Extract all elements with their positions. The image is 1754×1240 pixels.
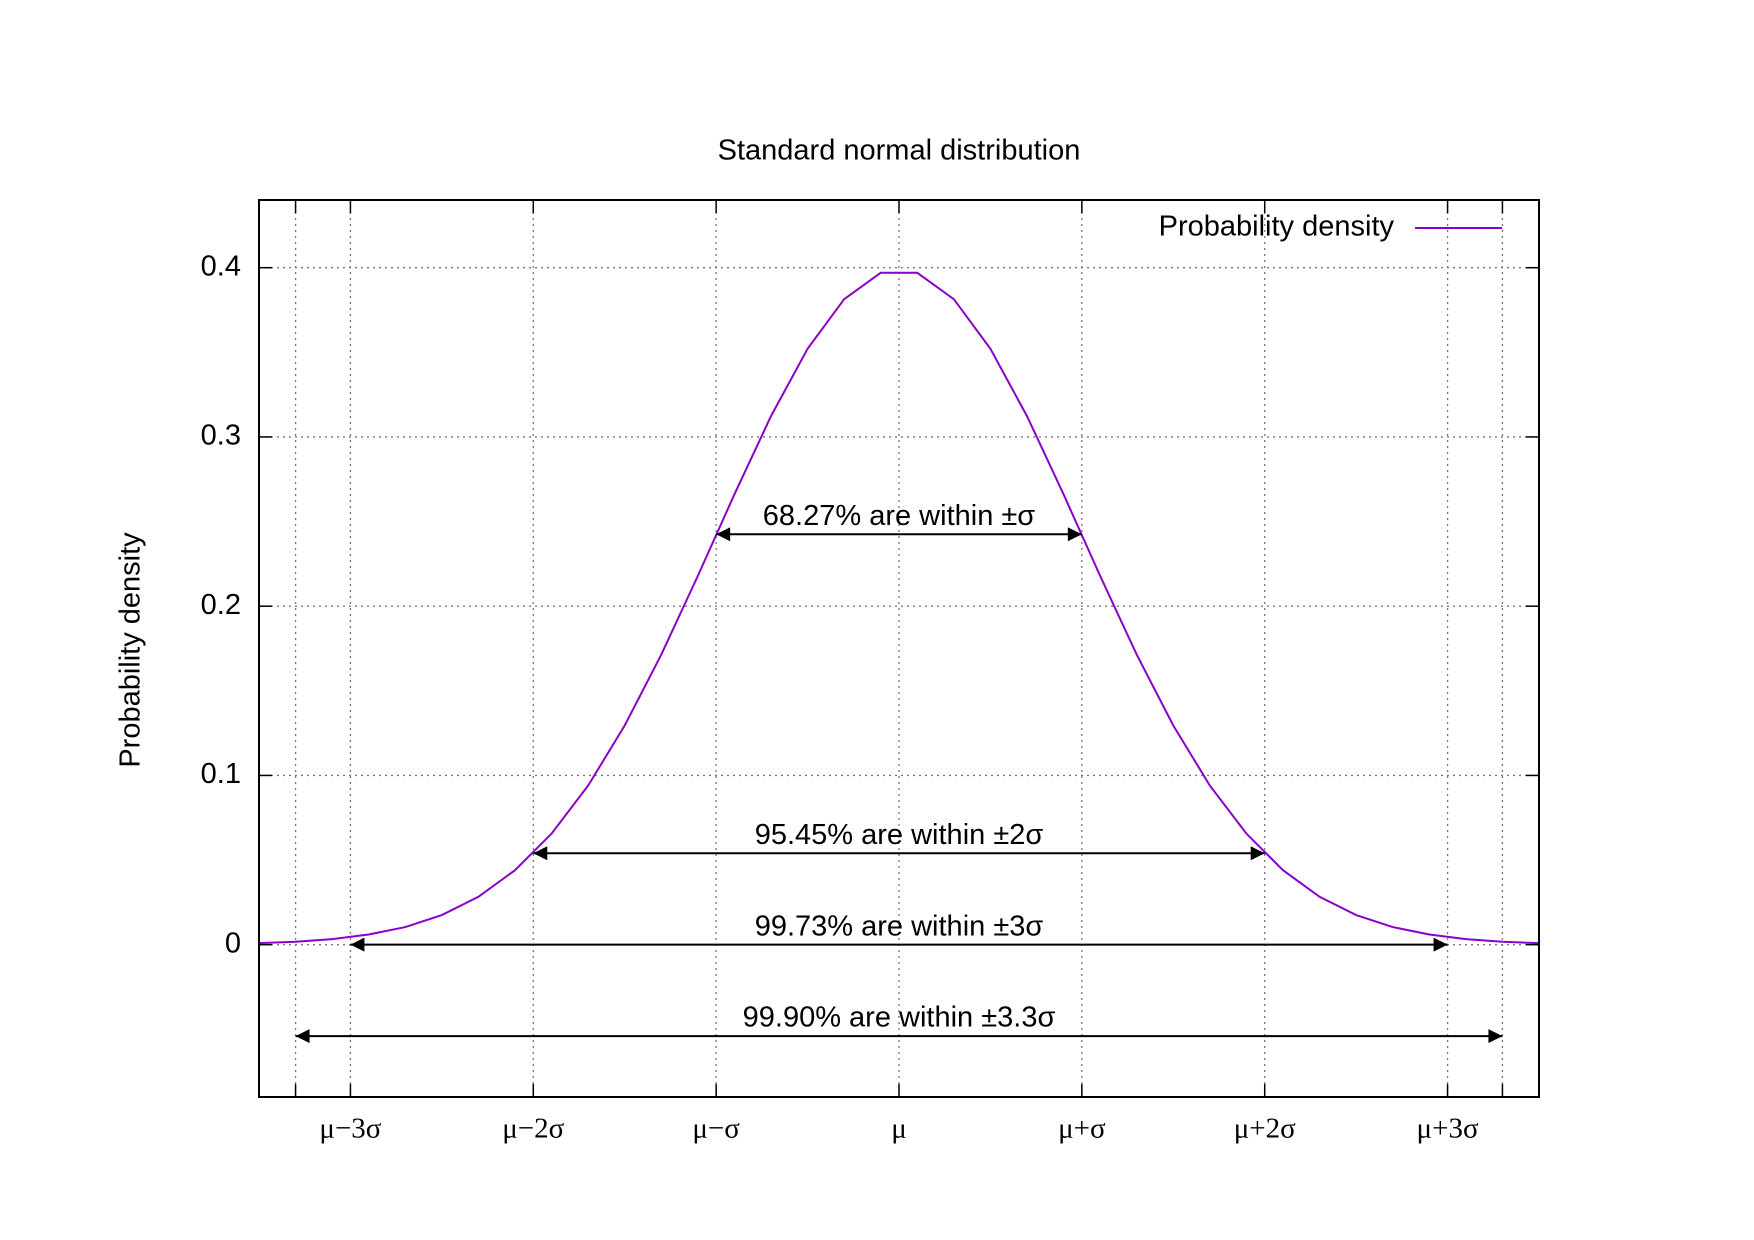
y-tick-label: 0 <box>225 927 241 959</box>
annotation-label: 99.73% are within ±3σ <box>755 910 1044 942</box>
annotation-label: 99.90% are within ±3.3σ <box>743 1002 1056 1034</box>
y-tick-label: 0.3 <box>201 420 241 452</box>
y-tick-label: 0.4 <box>201 250 241 282</box>
x-tick-label: μ <box>891 1113 907 1145</box>
x-tick-label: μ−2σ <box>502 1113 564 1145</box>
y-axis-label: Probability density <box>115 532 147 768</box>
annotation-label: 95.45% are within ±2σ <box>755 819 1044 851</box>
y-tick-label: 0.1 <box>201 758 241 790</box>
y-tick-label: 0.2 <box>201 589 241 621</box>
chart-title: Standard normal distribution <box>718 135 1081 167</box>
annotation-label: 68.27% are within ±σ <box>763 500 1036 532</box>
density-curve <box>258 271 1540 945</box>
legend-label: Probability density <box>1159 211 1395 243</box>
x-tick-label: μ+σ <box>1058 1113 1106 1145</box>
x-tick-label: μ+3σ <box>1417 1113 1479 1145</box>
x-tick-label: μ−3σ <box>319 1113 381 1145</box>
plot-border <box>258 199 1540 1098</box>
x-tick-label: μ−σ <box>692 1113 740 1145</box>
x-tick-label: μ+2σ <box>1234 1113 1296 1145</box>
